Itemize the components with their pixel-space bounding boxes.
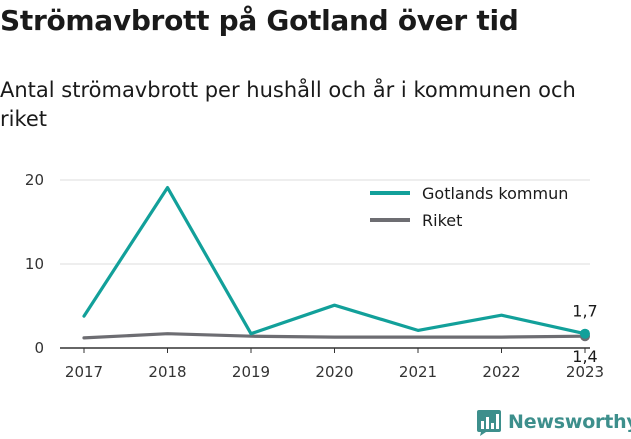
data-label-gotlands-kommun: 1,7 [572,302,597,321]
newsworthy-logo-icon [477,410,501,436]
brand-name: Newsworthy [508,411,631,433]
legend-label-gotlands-kommun: Gotlands kommun [422,184,568,203]
x-tick-label-2017: 2017 [65,363,103,381]
series-line-riket [82,332,587,340]
x-tick-label-2019: 2019 [232,363,270,381]
gridlines [60,179,590,265]
x-tick-label-2021: 2021 [399,363,437,381]
end-point-gotlands-kommun [580,328,590,339]
newsworthy-brand: Newsworthy [476,407,631,437]
data-label-riket: 1,4 [572,347,597,366]
legend-label-riket: Riket [422,211,462,230]
x-tick-label-2022: 2022 [482,363,520,381]
x-axis: 2017 2018 2019 2020 2021 2022 2023 [60,347,604,381]
y-tick-label-10: 10 [25,255,44,273]
legend: Gotlands kommun Riket [370,184,568,230]
series-line-gotlands-kommun [82,186,587,336]
data-labels: 1,7 1,4 [572,302,597,367]
y-tick-label-20: 20 [25,171,44,189]
x-tick-label-2018: 2018 [148,363,186,381]
y-tick-label-0: 0 [34,339,44,357]
x-tick-label-2020: 2020 [315,363,353,381]
series-lines [82,186,590,342]
y-axis-ticks: 0 10 20 [25,171,44,357]
chart-title: Strömavbrott på Gotland över tid [0,4,519,37]
x-tick-label-2023: 2023 [566,363,604,381]
chart-subtitle: Antal strömavbrott per hushåll och år i … [0,78,576,131]
